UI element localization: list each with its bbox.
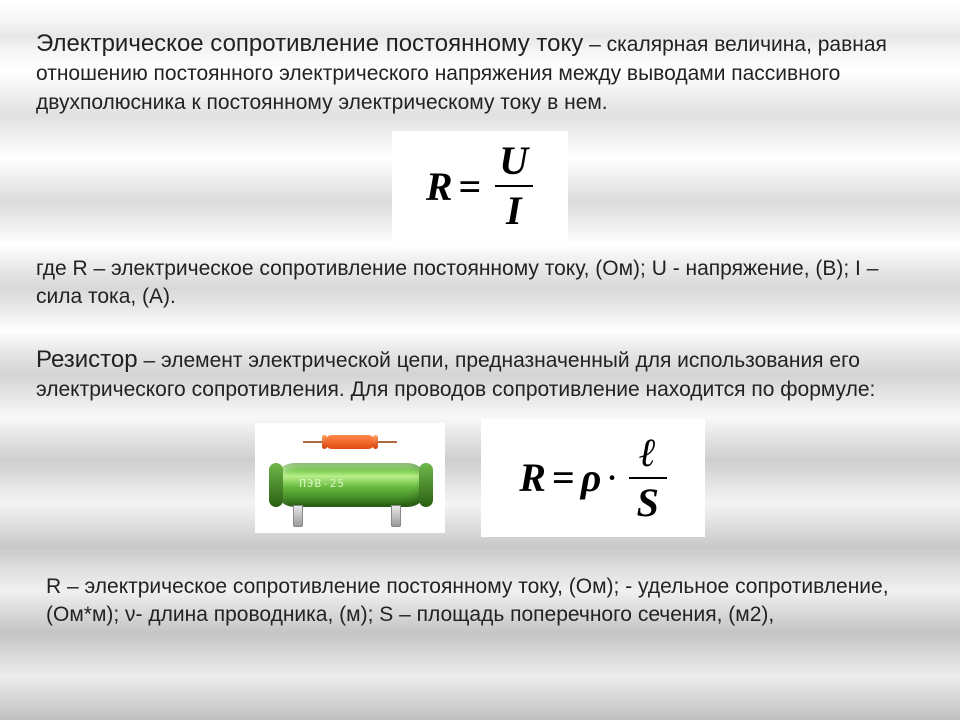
legend-2: R – электрическое сопротивление постоянн… xyxy=(36,573,924,630)
big-resistor-icon: ПЭВ-25 xyxy=(273,463,429,507)
resistor-image: ПЭВ-25 xyxy=(255,423,445,533)
term-1: Электрическое сопротивление постоянному … xyxy=(36,30,583,57)
small-resistor-icon xyxy=(303,435,397,449)
resistor-pin-icon xyxy=(391,505,401,527)
formula-2-frac: ℓ S xyxy=(629,433,667,523)
formula-1-den: I xyxy=(495,185,533,231)
resistor-label: ПЭВ-25 xyxy=(299,477,345,490)
definition-2: Резистор – элемент электрической цепи, п… xyxy=(36,344,924,405)
term-2: Резистор xyxy=(36,346,138,373)
formula-2-num: ℓ xyxy=(633,433,662,477)
resistor-pin-icon xyxy=(293,505,303,527)
formula-1-row: R = U I xyxy=(36,131,924,241)
formula-2-den: S xyxy=(629,477,667,523)
formula-2-dot: · xyxy=(605,454,618,501)
legend-1: где R – электрическое сопротивление пост… xyxy=(36,255,924,312)
formula-1-frac: U I xyxy=(493,141,534,231)
term-2-text: – элемент электрической цепи, предназнач… xyxy=(36,349,875,401)
formula-1-eq: = xyxy=(459,163,482,210)
formula-2-rho: ρ xyxy=(581,454,602,501)
formula-1-num: U xyxy=(493,141,534,185)
formula-1-lhs: R xyxy=(426,163,453,210)
formula-2-row: ПЭВ-25 R = ρ · ℓ S xyxy=(36,419,924,537)
formula-2-eq: = xyxy=(552,454,575,501)
formula-2-lhs: R xyxy=(519,454,546,501)
definition-1: Электрическое сопротивление постоянному … xyxy=(36,28,924,117)
formula-1: R = U I xyxy=(392,131,568,241)
formula-2: R = ρ · ℓ S xyxy=(481,419,704,537)
